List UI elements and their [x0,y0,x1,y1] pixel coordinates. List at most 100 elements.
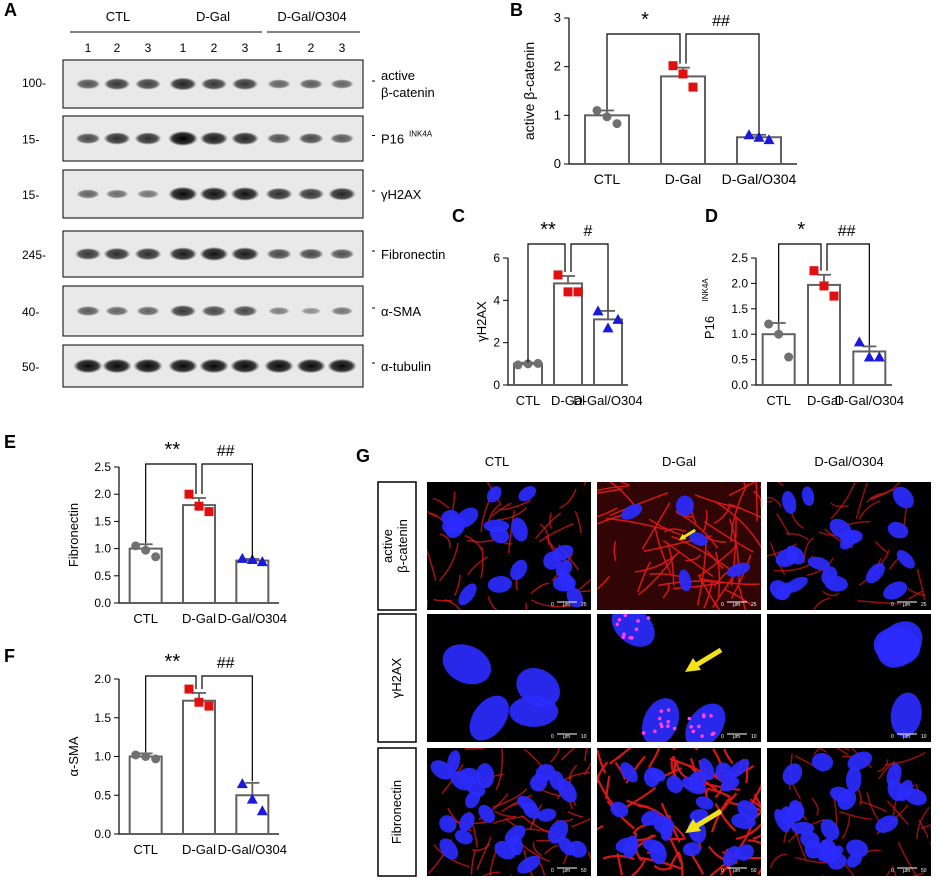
actin-fiber [427,549,437,581]
scale-bar-unit: μm [733,602,740,608]
blot-band [134,247,162,261]
x-tick-label: D-Gal [182,842,216,857]
nucleus [847,751,873,771]
foci [621,635,626,639]
actin-fiber [597,749,607,774]
y-tick-label: 1.0 [94,542,111,556]
blot-band [328,187,356,201]
arrow-icon [691,647,723,670]
y-axis-label-superscript: INK4A [701,278,710,302]
nucleus [621,504,643,520]
blot-marker-label: 15- [22,133,39,147]
nucleus [445,517,466,539]
significance-mark: ## [217,655,235,672]
y-tick-label: 1.0 [94,750,111,764]
actin-fiber [493,815,525,825]
blot-band [136,306,160,316]
blot-protein-label: α-tubulin [381,359,431,374]
actin-fiber [609,491,669,517]
actin-fiber [466,538,495,543]
foci [617,618,622,622]
foci [659,709,664,713]
microscopy-image: 0 μm 10 [427,614,591,742]
foci [701,714,706,719]
actin-fiber [494,810,517,818]
data-point-ctl [151,754,161,764]
x-tick-label: CTL [133,842,158,857]
data-point-o304 [236,778,248,789]
nucleus [682,842,701,857]
actin-fiber [891,865,897,876]
x-tick-label: CTL [594,171,621,187]
scale-bar-unit: μm [563,734,570,740]
actin-fiber [568,764,578,780]
actin-fiber [605,517,667,531]
microscopy-image: 0 μm 50 [597,748,761,876]
data-point-o304 [602,322,614,333]
panel-letter-c: C [452,206,465,226]
y-tick-label: 1.5 [94,514,111,528]
actin-fiber [813,597,831,610]
data-point-ctl [141,752,151,761]
blot-band [74,248,102,260]
actin-fiber [453,574,462,597]
actin-fiber [811,797,819,816]
nucleus [883,581,908,600]
microscopy-row-label: active [380,529,395,563]
data-point-o304 [753,131,765,142]
nucleus [457,767,480,786]
significance-mark: ## [217,443,235,460]
blot-protein-label-line2: β-catenin [381,85,435,100]
scale-bar-value: 25 [921,602,927,608]
actin-fiber [859,800,888,813]
x-tick-label: D-Gal/O304 [218,842,287,857]
actin-fiber [438,542,459,582]
blot-marker-label: 15- [22,188,39,202]
foci [641,731,646,735]
x-tick-label: D-Gal/O304 [573,393,642,408]
actin-fiber [841,815,851,839]
data-point-dgal [553,270,563,280]
data-point-dgal [688,82,698,92]
foci [691,729,696,734]
microscopy-image: 0 μm 50 [767,748,931,876]
nucleus [682,776,706,795]
y-tick-label: 2.5 [94,460,111,474]
actin-fiber [866,492,882,503]
actin-fiber [757,866,761,875]
significance-bracket [606,33,681,110]
actin-fiber [714,803,736,832]
actin-fiber [877,759,889,773]
nucleus [666,775,683,794]
microscopy-row-label-line2: β-catenin [395,519,410,573]
y-tick-label: 1.5 [94,711,111,725]
bar [584,114,630,166]
nucleus [675,495,694,517]
blot-band [199,247,229,261]
actin-fiber [492,788,528,809]
nucleus [811,752,834,772]
x-tick-label: CTL [133,611,158,626]
data-point-dgal [573,287,583,297]
significance-bracket [778,243,822,323]
scale-bar-unit: μm [733,868,740,874]
nucleus [510,517,528,542]
x-tick-label: CTL [766,393,791,408]
blot-band [168,358,198,374]
actin-fiber [637,561,652,592]
chart-b: 0 1 2 3 active β-catenin CTL D-Gal D-Gal/O304 * #… [521,9,797,187]
nucleus [782,491,797,514]
nucleus [887,521,909,539]
microscopy-column-label: CTL [485,454,510,469]
scale-bar-value: 50 [921,868,927,874]
blot-band [103,132,131,145]
microscopy-image: 0 μm 10 [767,614,931,742]
significance-mark: # [584,223,593,240]
nucleus [887,780,905,802]
actin-fiber [630,858,646,876]
actin-fiber [560,748,576,761]
nucleus [780,806,796,829]
microscopy-column-label: D-Gal [662,454,696,469]
blot-band [298,133,324,144]
